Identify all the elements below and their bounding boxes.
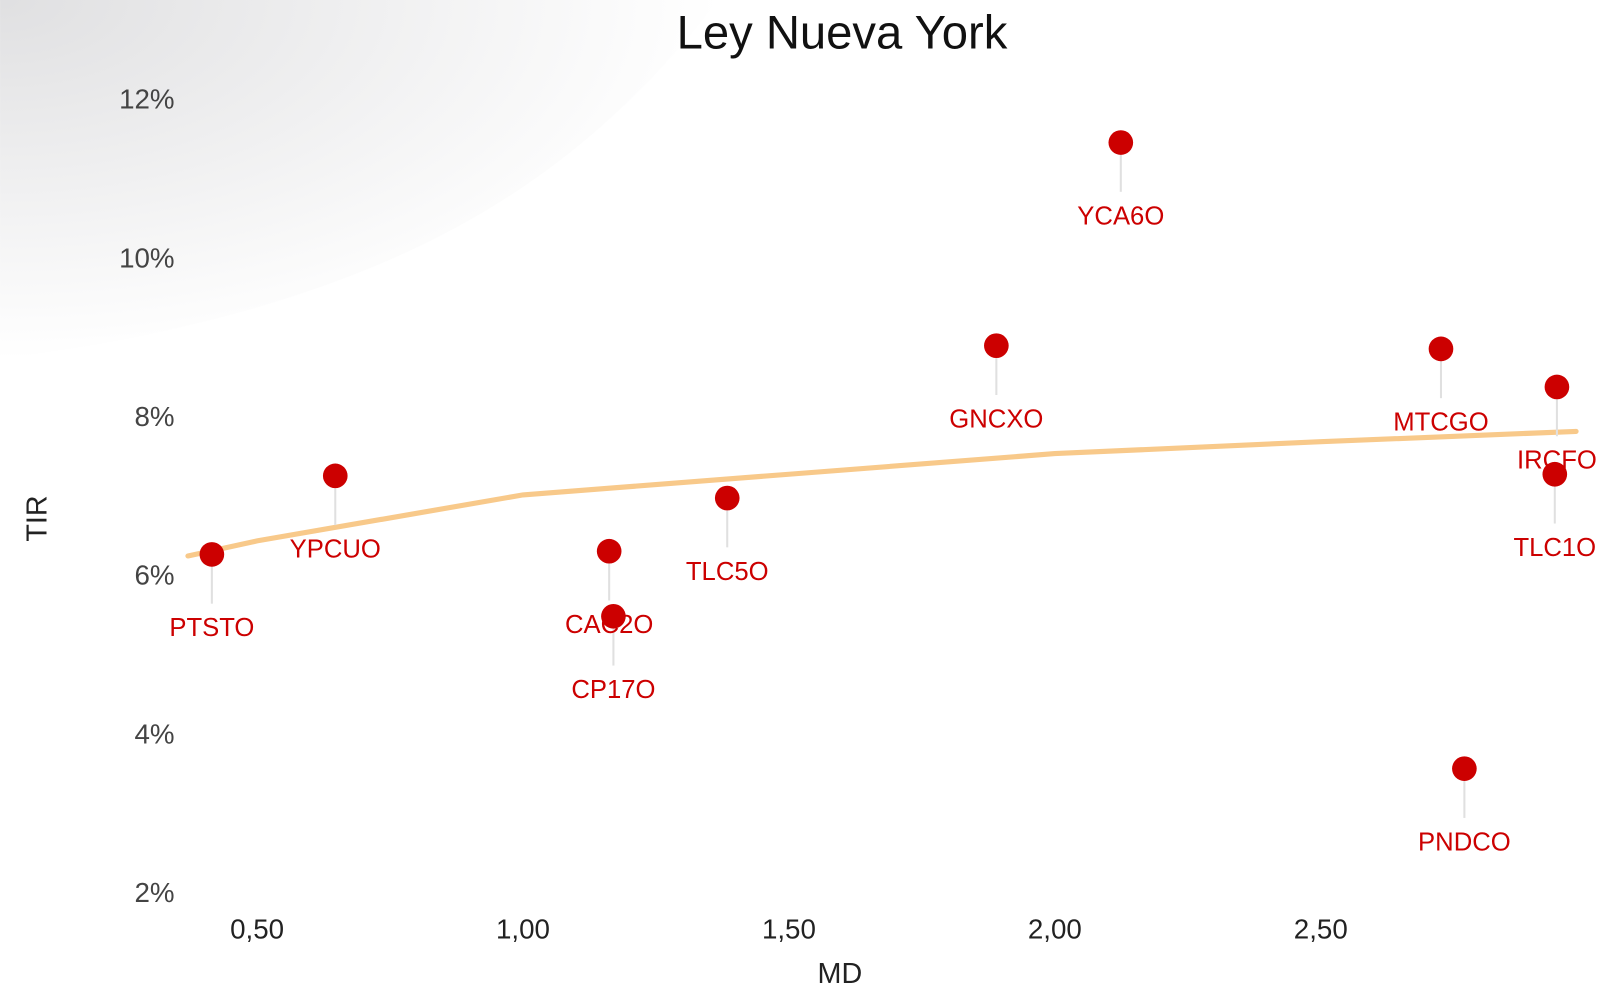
y-tick-label: 12% bbox=[119, 84, 174, 115]
y-tick-label: 10% bbox=[119, 242, 174, 273]
point-label: TLC5O bbox=[686, 558, 769, 586]
point-label: PTSTO bbox=[169, 614, 254, 642]
point-label: CAC2O bbox=[565, 611, 653, 639]
point-label: TLC1O bbox=[1513, 534, 1596, 562]
point bbox=[1452, 756, 1477, 781]
point-label: GNCXO bbox=[949, 405, 1043, 433]
x-axis-label: MD bbox=[818, 958, 863, 990]
y-tick-label: 4% bbox=[135, 718, 175, 749]
trend-line bbox=[185, 428, 1579, 559]
x-tick-label: 2,00 bbox=[1028, 914, 1082, 945]
y-axis-label: TIR bbox=[22, 495, 54, 541]
x-tick-label: 1,50 bbox=[762, 914, 816, 945]
x-tick-label: 0,50 bbox=[230, 914, 284, 945]
point-label: CP17O bbox=[571, 676, 655, 704]
point-label: MTCGO bbox=[1393, 409, 1488, 437]
y-tick-label: 8% bbox=[135, 401, 175, 432]
y-tick-label: 2% bbox=[135, 877, 175, 908]
point bbox=[1544, 374, 1570, 400]
point-label: YPCUO bbox=[290, 536, 381, 564]
x-tick-label: 1,00 bbox=[496, 914, 550, 945]
point bbox=[1542, 461, 1568, 487]
x-tick-label: 2,50 bbox=[1294, 914, 1348, 945]
point bbox=[322, 463, 348, 489]
point-label: YCA6O bbox=[1077, 202, 1164, 230]
point bbox=[1108, 130, 1134, 155]
background-swoosh bbox=[0, 0, 719, 360]
point bbox=[596, 538, 622, 564]
point-label: PNDCO bbox=[1418, 828, 1511, 856]
point bbox=[199, 542, 225, 567]
point bbox=[714, 485, 740, 511]
point-label: IRCFO bbox=[1517, 447, 1597, 475]
point bbox=[984, 333, 1009, 359]
y-tick-label: 6% bbox=[135, 560, 175, 591]
chart-title: Ley Nueva York bbox=[677, 6, 1008, 59]
point bbox=[1428, 336, 1454, 362]
point bbox=[601, 603, 626, 629]
